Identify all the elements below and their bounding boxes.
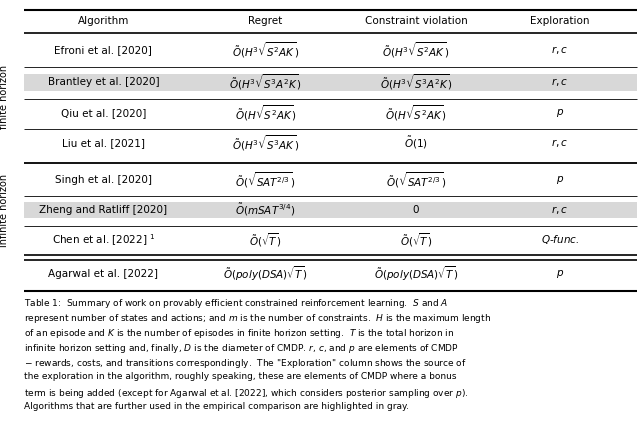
Text: $r, c$: $r, c$ bbox=[552, 137, 568, 149]
Bar bbox=[24, 202, 637, 218]
Text: $\tilde{O}(1)$: $\tilde{O}(1)$ bbox=[404, 135, 428, 151]
Text: Singh et al. [2020]: Singh et al. [2020] bbox=[55, 175, 152, 185]
Text: Exploration: Exploration bbox=[531, 16, 589, 26]
Text: represent number of states and actions; and $m$ is the number of constraints.  $: represent number of states and actions; … bbox=[24, 312, 492, 325]
Text: $r, c$: $r, c$ bbox=[552, 204, 568, 216]
Text: $\tilde{O}(poly(DSA)\sqrt{T})$: $\tilde{O}(poly(DSA)\sqrt{T})$ bbox=[223, 265, 308, 283]
Text: the exploration in the algorithm, roughly speaking, these are elements of CMDP w: the exploration in the algorithm, roughl… bbox=[24, 372, 457, 381]
Text: $\tilde{O}(poly(DSA)\sqrt{T})$: $\tilde{O}(poly(DSA)\sqrt{T})$ bbox=[374, 265, 458, 283]
Text: $\tilde{O}(mSAT^{3/4})$: $\tilde{O}(mSAT^{3/4})$ bbox=[236, 202, 296, 218]
Text: $\tilde{O}(H^3\sqrt{S^3AK})$: $\tilde{O}(H^3\sqrt{S^3AK})$ bbox=[232, 133, 299, 153]
Text: term is being added (except for Agarwal et al. [2022], which considers posterior: term is being added (except for Agarwal … bbox=[24, 387, 469, 400]
Text: infinite horizon: infinite horizon bbox=[0, 173, 9, 247]
Text: Table 1:  Summary of work on provably efficient constrained reinforcement learni: Table 1: Summary of work on provably eff… bbox=[24, 297, 449, 310]
Text: $r, c$: $r, c$ bbox=[552, 44, 568, 56]
Text: $\tilde{O}(H^3\sqrt{S^3A^2K})$: $\tilde{O}(H^3\sqrt{S^3A^2K})$ bbox=[229, 72, 302, 92]
Text: $\tilde{O}(H^3\sqrt{S^3A^2K})$: $\tilde{O}(H^3\sqrt{S^3A^2K})$ bbox=[380, 72, 452, 92]
Text: Liu et al. [2021]: Liu et al. [2021] bbox=[62, 138, 145, 148]
Text: $\tilde{O}(\sqrt{T})$: $\tilde{O}(\sqrt{T})$ bbox=[399, 231, 433, 249]
Text: Agarwal et al. [2022]: Agarwal et al. [2022] bbox=[49, 269, 158, 279]
Text: $Q$-func.: $Q$-func. bbox=[541, 233, 579, 247]
Text: Efroni et al. [2020]: Efroni et al. [2020] bbox=[54, 45, 152, 55]
Text: Constraint violation: Constraint violation bbox=[365, 16, 467, 26]
Text: 0: 0 bbox=[413, 205, 419, 215]
Text: of an episode and $K$ is the number of episodes in finite horizon setting.  $T$ : of an episode and $K$ is the number of e… bbox=[24, 327, 454, 340]
Text: Algorithm: Algorithm bbox=[77, 16, 129, 26]
Text: $\tilde{O}(H^3\sqrt{S^2AK})$: $\tilde{O}(H^3\sqrt{S^2AK})$ bbox=[383, 40, 449, 60]
Text: $r, c$: $r, c$ bbox=[552, 76, 568, 88]
Text: $\tilde{O}(H\sqrt{S^2AK})$: $\tilde{O}(H\sqrt{S^2AK})$ bbox=[385, 103, 447, 123]
Text: Brantley et al. [2020]: Brantley et al. [2020] bbox=[47, 77, 159, 87]
Text: Algorithms that are further used in the empirical comparison are highlighted in : Algorithms that are further used in the … bbox=[24, 402, 410, 411]
Text: Regret: Regret bbox=[248, 16, 283, 26]
Text: $\tilde{O}(H\sqrt{S^2AK})$: $\tilde{O}(H\sqrt{S^2AK})$ bbox=[235, 103, 296, 123]
Text: $\tilde{O}(H^3\sqrt{S^2AK})$: $\tilde{O}(H^3\sqrt{S^2AK})$ bbox=[232, 40, 299, 60]
Text: infinite horizon setting and, finally, $D$ is the diameter of CMDP. $r$, $c$, an: infinite horizon setting and, finally, $… bbox=[24, 342, 460, 355]
Text: Chen et al. [2022] $^1$: Chen et al. [2022] $^1$ bbox=[52, 232, 155, 248]
Text: $\tilde{O}(\sqrt{SAT^{2/3}})$: $\tilde{O}(\sqrt{SAT^{2/3}})$ bbox=[386, 170, 446, 190]
Text: $p$: $p$ bbox=[556, 268, 564, 280]
Bar bbox=[24, 73, 637, 91]
Text: $p$: $p$ bbox=[556, 107, 564, 119]
Text: $\tilde{O}(\sqrt{T})$: $\tilde{O}(\sqrt{T})$ bbox=[249, 231, 282, 249]
Text: Zheng and Ratliff [2020]: Zheng and Ratliff [2020] bbox=[39, 205, 168, 215]
Text: finite horizon: finite horizon bbox=[0, 65, 9, 129]
Text: $\tilde{O}(\sqrt{SAT^{2/3}})$: $\tilde{O}(\sqrt{SAT^{2/3}})$ bbox=[236, 170, 296, 190]
Text: Qiu et al. [2020]: Qiu et al. [2020] bbox=[61, 108, 146, 118]
Text: $p$: $p$ bbox=[556, 174, 564, 186]
Text: $-$ rewards, costs, and transitions correspondingly.  The "Exploration" column s: $-$ rewards, costs, and transitions corr… bbox=[24, 357, 467, 370]
